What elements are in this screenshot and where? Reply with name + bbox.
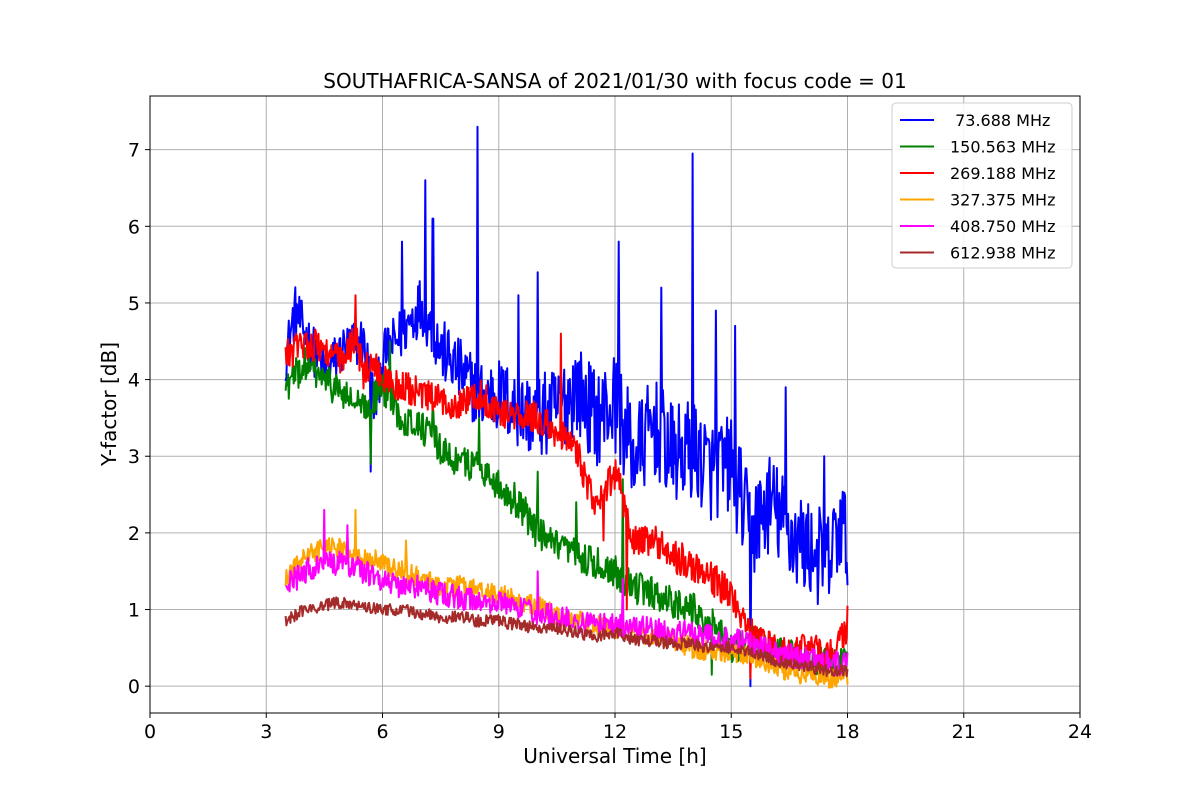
y-tick-label: 1 (128, 600, 140, 622)
y-tick-label: 5 (128, 293, 140, 315)
x-tick-label: 18 (835, 721, 859, 743)
legend-label: 269.188 MHz (950, 164, 1055, 183)
legend: 73.688 MHz 150.563 MHz 269.188 MHz 327.375 … (891, 102, 1073, 269)
legend-label: 327.375 MHz (950, 191, 1055, 210)
legend-label: 612.938 MHz (950, 244, 1055, 263)
series-line (284, 596, 849, 678)
x-axis: 0 3 6 9 12 15 18 21 24 (144, 713, 1092, 743)
y-axis: 0 1 2 3 4 5 6 7 (128, 140, 150, 698)
legend-label: 73.688 MHz (950, 111, 1050, 130)
x-axis-label: Universal Time [h] (523, 744, 706, 768)
x-tick-label: 9 (493, 721, 505, 743)
y-tick-label: 0 (128, 676, 140, 698)
x-tick-label: 6 (376, 721, 388, 743)
y-tick-label: 2 (128, 523, 140, 545)
series-layer (284, 125, 849, 689)
chart-title: SOUTHAFRICA-SANSA of 2021/01/30 with foc… (323, 69, 907, 93)
x-tick-label: 0 (144, 721, 156, 743)
y-tick-label: 6 (128, 216, 140, 238)
legend-box (891, 102, 1073, 269)
y-tick-label: 7 (128, 140, 140, 162)
legend-label: 408.750 MHz (950, 217, 1055, 236)
x-tick-label: 24 (1068, 721, 1092, 743)
y-axis-label: Y-factor [dB] (97, 342, 121, 467)
x-tick-label: 12 (603, 721, 627, 743)
series-line (285, 508, 849, 677)
x-tick-label: 3 (260, 721, 272, 743)
x-tick-label: 15 (719, 721, 743, 743)
legend-label: 150.563 MHz (950, 138, 1055, 157)
y-tick-label: 4 (128, 370, 140, 392)
x-tick-label: 21 (952, 721, 976, 743)
y-tick-label: 3 (128, 446, 140, 468)
